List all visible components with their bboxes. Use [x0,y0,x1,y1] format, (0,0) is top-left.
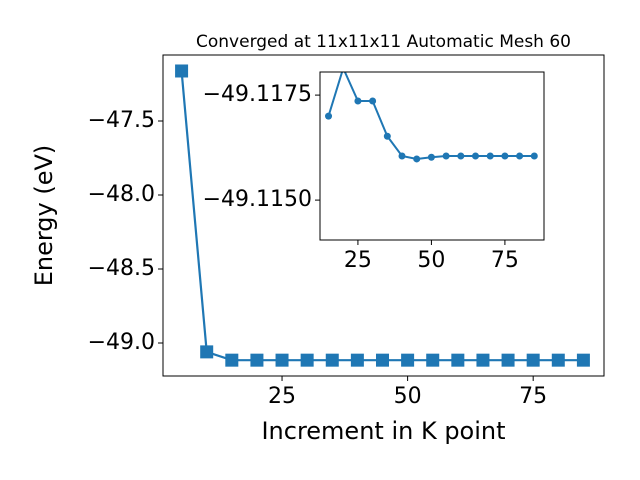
marker [375,353,389,367]
marker [250,353,264,367]
y-tick-label: −48.0 [88,182,155,207]
y-tick-label: −49.0 [88,330,155,355]
marker [354,97,362,105]
axes-frame [162,54,605,377]
marker [472,152,480,160]
x-tick-label: 25 [268,384,296,409]
marker [383,132,391,140]
marker [325,112,333,120]
y-tick-label: −47.5 [88,108,155,133]
marker [427,153,435,161]
marker [442,152,450,160]
marker [325,353,339,367]
x-tick-label: 25 [344,248,372,273]
x-tick-label: 50 [417,248,445,273]
y-tick-label: −49.1150 [203,187,312,212]
marker [275,353,289,367]
y-tick-label: −49.1175 [203,82,312,107]
marker [526,353,540,367]
marker [457,152,465,160]
marker [300,353,314,367]
marker [576,353,590,367]
x-axis-label: Increment in K point [261,417,505,445]
marker [175,64,189,78]
y-axis-label: Energy (eV) [30,145,58,287]
plot-layer [325,72,538,163]
marker [350,353,364,367]
axes-frame [319,71,545,241]
marker [551,353,565,367]
marker [486,152,494,160]
marker [530,152,538,160]
marker [451,353,465,367]
y-tick-label: −48.5 [88,256,155,281]
plot-layer [175,64,590,367]
marker [516,152,524,160]
marker [401,353,415,367]
x-tick-label: 50 [394,384,422,409]
marker [369,97,377,105]
marker [501,353,515,367]
marker [426,353,440,367]
chart-title: Converged at 11x11x11 Automatic Mesh 60 [196,32,571,52]
marker [501,152,509,160]
marker [225,353,239,367]
marker [398,152,406,160]
marker [476,353,490,367]
x-tick-label: 75 [491,248,519,273]
x-tick-label: 75 [519,384,547,409]
marker [200,345,214,359]
marker [413,155,421,163]
